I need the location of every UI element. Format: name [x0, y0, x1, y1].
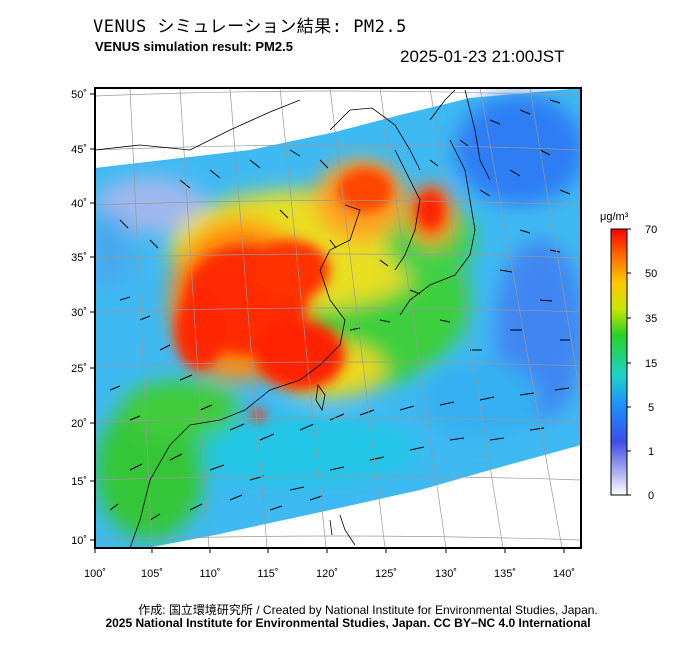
colorbar-gradient — [610, 228, 628, 496]
colorbar-unit: μg/m³ — [600, 211, 629, 223]
colorbar-label-15: 15 — [645, 358, 657, 370]
pm25-field — [95, 88, 581, 548]
title-japanese: VENUS シミュレーション結果: PM2.5 — [93, 17, 407, 37]
colorbar-label-70: 70 — [645, 224, 657, 236]
colorbar: μg/m³ 70 50 35 15 5 1 0 — [600, 211, 657, 502]
lat-label-40: 40˚ — [71, 198, 87, 210]
longitude-axis: 100˚ 105˚ 110˚ 115˚ 120˚ 125˚ 130˚ 135˚ … — [84, 548, 575, 580]
colorbar-label-5: 5 — [648, 402, 654, 414]
colorbar-label-0: 0 — [648, 490, 654, 502]
lon-label-140: 140˚ — [553, 568, 575, 580]
colorbar-label-50: 50 — [645, 268, 657, 280]
lon-label-105: 105˚ — [141, 568, 163, 580]
credit-line: 作成: 国立環境研究所 / Created by National Instit… — [138, 603, 598, 617]
latitude-axis: 50˚ 45˚ 40˚ 35˚ 30˚ 25˚ 20˚ 15˚ 10˚ — [71, 89, 95, 547]
colorbar-label-35: 35 — [645, 313, 657, 325]
lat-label-30: 30˚ — [71, 307, 87, 319]
lon-label-135: 135˚ — [494, 568, 516, 580]
lat-label-50: 50˚ — [71, 89, 87, 101]
lat-label-45: 45˚ — [71, 144, 87, 156]
coastlines — [95, 89, 491, 548]
lon-label-115: 115˚ — [257, 568, 278, 580]
graticule — [95, 88, 581, 548]
lat-label-10: 10˚ — [71, 535, 87, 547]
title-english: VENUS simulation result: PM2.5 — [95, 39, 293, 54]
lon-label-110: 110˚ — [199, 568, 220, 580]
lon-label-130: 130˚ — [435, 568, 457, 580]
lat-label-35: 35˚ — [71, 252, 87, 264]
colorbar-label-1: 1 — [648, 446, 654, 458]
lat-label-15: 15˚ — [71, 476, 87, 488]
wind-vector-field — [109, 99, 571, 521]
map-frame — [94, 87, 582, 549]
lon-label-120: 120˚ — [316, 568, 338, 580]
lat-label-25: 25˚ — [71, 363, 87, 375]
lat-label-20: 20˚ — [71, 418, 87, 430]
lon-label-125: 125˚ — [375, 568, 397, 580]
forecast-timestamp: 2025-01-23 21:00JST — [400, 47, 565, 66]
lon-label-100: 100˚ — [84, 568, 106, 580]
license-line: 2025 National Institute for Environmenta… — [105, 616, 591, 630]
